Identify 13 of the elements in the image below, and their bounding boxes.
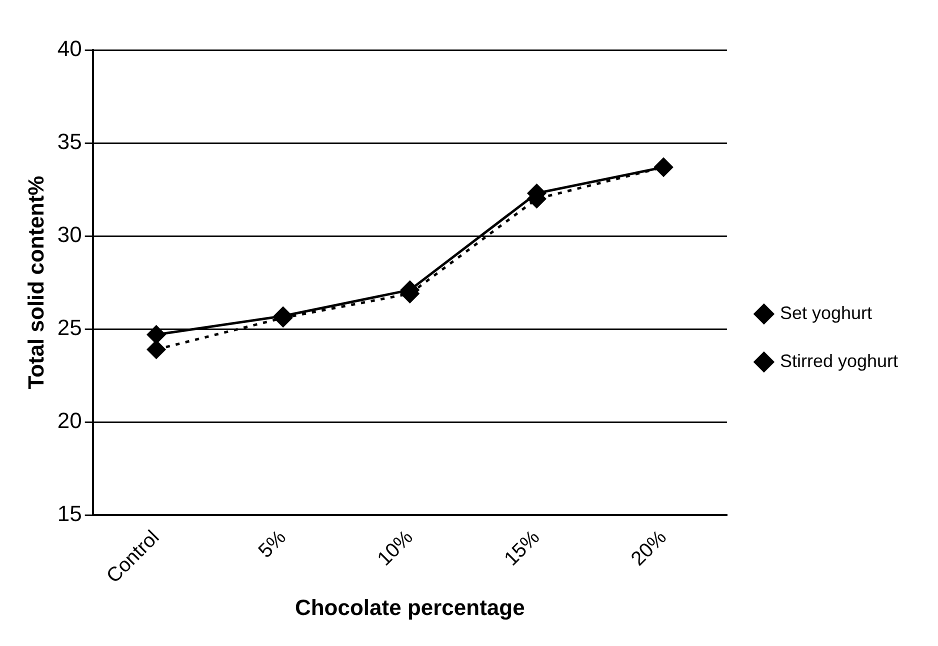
y-tick-label: 35 bbox=[57, 129, 82, 154]
y-axis-title: Total solid content% bbox=[23, 176, 48, 390]
x-tick-label: 10% bbox=[373, 526, 418, 570]
x-tick-label: 5% bbox=[254, 526, 291, 562]
x-tick-label: 15% bbox=[500, 526, 544, 570]
legend-label: Stirred yoghurt bbox=[780, 350, 898, 371]
y-tick-label: 20 bbox=[57, 408, 82, 434]
y-tick-label: 25 bbox=[57, 315, 82, 340]
y-tick-label: 15 bbox=[57, 501, 82, 526]
y-tick-label: 40 bbox=[57, 36, 82, 62]
legend-label: Set yoghurt bbox=[780, 302, 872, 323]
y-tick-label: 30 bbox=[57, 222, 82, 248]
x-axis-title: Chocolate percentage bbox=[294, 594, 525, 620]
